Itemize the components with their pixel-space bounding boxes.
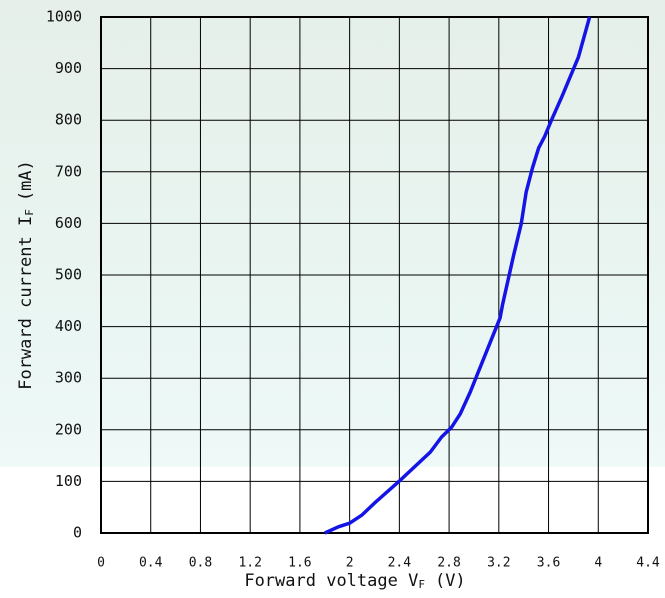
x-label-main: Forward voltage V [244,571,418,591]
x-label-sub: F [418,578,425,591]
x-tick-label: 0.8 [189,556,212,571]
plot-frame [100,16,649,534]
ticks: 0 100 200 300 400 500 600 700 800 900 1000 0 0.4 0.8 1… [46,8,660,571]
y-tick-label: 200 [55,420,82,438]
x-tick-label: 2.4 [388,556,412,571]
x-tick-label: 3.6 [537,556,560,571]
x-axis-label: Forward voltage VF (V) [244,571,465,591]
x-tick-label: 0.4 [139,556,163,571]
x-tick-label: 2.8 [437,556,460,571]
y-tick-label: 400 [55,317,82,335]
x-tick-label: 4.4 [636,556,660,571]
y-tick-label: 100 [55,472,82,490]
y-tick-label: 900 [55,59,82,77]
y-tick-label: 500 [55,266,82,284]
y-tick-label: 700 [55,162,82,180]
x-tick-label: 4 [594,556,602,571]
y-label-unit: (mA) [16,160,36,201]
y-tick-label: 300 [55,369,82,387]
x-tick-label: 1.6 [288,556,311,571]
y-tick-label: 0 [73,524,82,542]
x-tick-label: 3.2 [487,556,510,571]
y-axis-label: Forward current IF (mA) [16,160,36,390]
y-label-main: Forward current I [16,216,36,390]
x-tick-label: 2 [346,556,354,571]
y-tick-label: 1000 [46,8,82,26]
x-tick-label: 1.2 [238,556,261,571]
y-tick-label: 600 [55,214,82,232]
x-tick-label: 0 [97,556,105,571]
x-label-unit: (V) [435,571,466,591]
y-tick-label: 800 [55,111,82,129]
y-label-sub: F [23,209,36,216]
data-line [324,16,592,535]
